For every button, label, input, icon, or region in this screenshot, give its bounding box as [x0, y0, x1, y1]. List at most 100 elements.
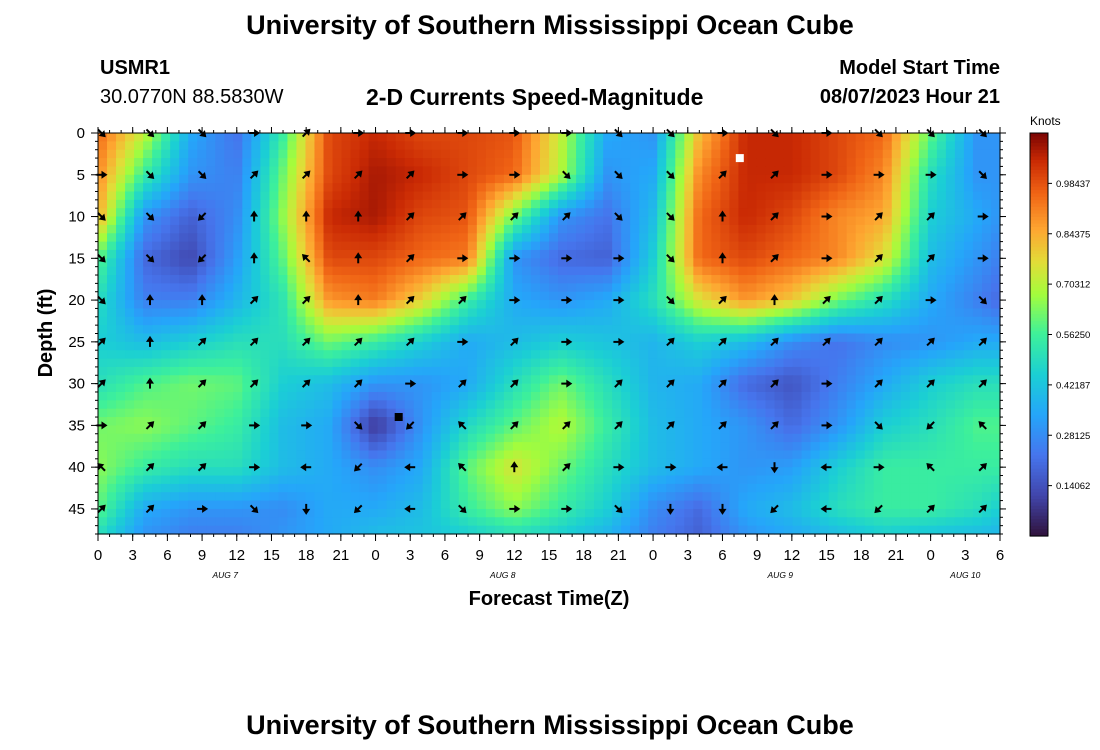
heat-cell — [179, 517, 189, 527]
heat-cell — [386, 517, 397, 527]
heat-cell — [539, 350, 550, 360]
heat-cell — [792, 241, 803, 251]
heat-cell — [792, 149, 803, 159]
heat-cell — [882, 525, 893, 535]
heat-cell — [359, 366, 370, 376]
heat-cell — [332, 341, 343, 351]
heat-cell — [179, 383, 189, 393]
heat-cell — [657, 391, 667, 401]
heat-cell — [215, 425, 225, 435]
heat-cell — [603, 308, 613, 318]
heat-cell — [215, 458, 225, 468]
heat-cell — [873, 391, 884, 401]
heat-cell — [278, 366, 289, 376]
heat-cell — [972, 308, 983, 318]
heat-cell — [269, 475, 279, 485]
heat-cell — [765, 266, 776, 276]
heat-cell — [675, 233, 685, 243]
heat-cell — [648, 308, 658, 318]
heat-cell — [251, 199, 261, 209]
heat-cell — [846, 408, 857, 418]
heat-cell — [567, 458, 577, 468]
heat-cell — [431, 450, 442, 460]
heat-cell — [305, 433, 316, 443]
heat-cell — [936, 525, 947, 535]
heat-cell — [549, 149, 559, 159]
heat-cell — [846, 208, 857, 218]
heat-cell — [125, 517, 135, 527]
heat-cell — [521, 249, 532, 259]
heat-cell — [765, 258, 776, 268]
heat-cell — [188, 366, 198, 376]
heat-cell — [422, 166, 433, 176]
heat-cell — [512, 475, 523, 485]
heat-cell — [494, 458, 505, 468]
heat-cell — [341, 508, 352, 518]
heat-cell — [485, 442, 496, 452]
heat-cell — [152, 525, 162, 535]
heat-cell — [287, 275, 298, 284]
heat-cell — [783, 467, 794, 477]
heat-cell — [440, 166, 451, 176]
heat-cell — [125, 283, 135, 293]
heat-cell — [621, 425, 631, 435]
heat-cell — [945, 133, 956, 142]
heat-cell — [530, 199, 541, 209]
heat-cell — [801, 191, 812, 201]
heat-cell — [368, 199, 379, 209]
heat-cell — [233, 417, 243, 426]
heat-cell — [792, 350, 803, 360]
heat-cell — [422, 325, 433, 335]
heat-cell — [323, 208, 334, 218]
heat-cell — [161, 341, 171, 351]
heat-cell — [368, 249, 379, 259]
heat-cell — [107, 358, 117, 368]
heat-cell — [792, 525, 803, 535]
heat-cell — [188, 224, 198, 234]
heat-cell — [981, 258, 992, 268]
heat-cell — [503, 450, 514, 460]
heat-cell — [810, 199, 821, 209]
heat-cell — [197, 500, 207, 510]
heat-cell — [576, 525, 586, 535]
heat-cell — [458, 358, 469, 368]
heat-cell — [936, 483, 947, 493]
heat-cell — [585, 174, 595, 184]
heat-cell — [386, 300, 397, 310]
heat-cell — [702, 358, 712, 368]
heat-cell — [116, 191, 126, 201]
heat-cell — [332, 442, 343, 452]
heat-cell — [603, 508, 613, 518]
heat-cell — [161, 475, 171, 485]
heat-cell — [341, 174, 352, 184]
heat-cell — [945, 366, 956, 376]
heat-cell — [404, 258, 415, 268]
heat-cell — [179, 174, 189, 184]
heat-cell — [170, 375, 180, 385]
heat-cell — [945, 408, 956, 418]
heat-cell — [269, 249, 279, 259]
heat-cell — [269, 316, 279, 326]
heat-cell — [170, 417, 180, 426]
heat-cell — [341, 133, 352, 142]
heat-cell — [296, 492, 307, 502]
heat-cell — [864, 500, 875, 510]
heat-cell — [882, 308, 893, 318]
heat-cell — [711, 208, 721, 218]
heat-cell — [630, 400, 640, 410]
heat-cell — [107, 258, 117, 268]
heat-cell — [458, 375, 469, 385]
heat-cell — [242, 450, 252, 460]
heat-cell — [377, 199, 388, 209]
heat-cell — [585, 241, 595, 251]
current-arrow — [300, 463, 312, 472]
heat-cell — [756, 266, 767, 276]
heat-cell — [188, 483, 198, 493]
heat-cell — [720, 383, 730, 393]
heat-cell — [729, 433, 740, 443]
heat-cell — [341, 191, 352, 201]
heat-cell — [458, 174, 469, 184]
heat-cell — [269, 333, 279, 343]
heat-cell — [612, 258, 622, 268]
heat-cell — [702, 350, 712, 360]
